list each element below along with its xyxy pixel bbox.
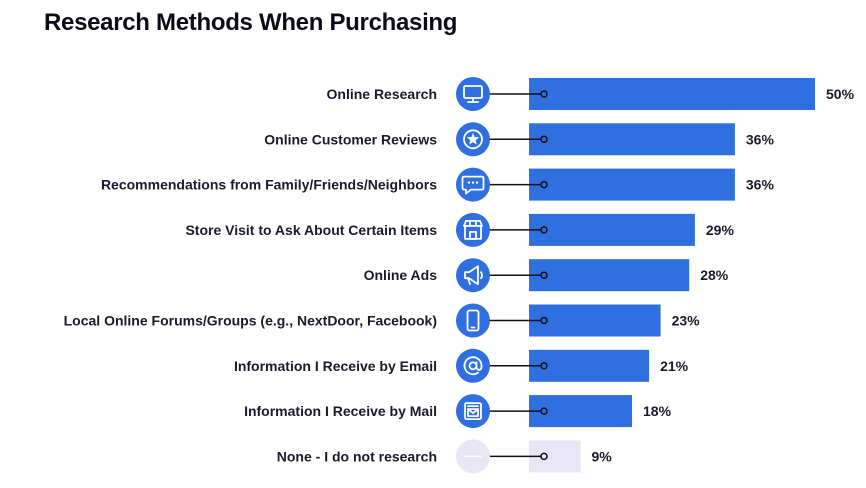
star-icon bbox=[463, 129, 483, 150]
category-label-local-online-forums-groups-e-g-nextdoor-facebook: Local Online Forums/Groups (e.g., NextDo… bbox=[64, 313, 437, 329]
connector-dot bbox=[540, 90, 548, 98]
value-label: 9% bbox=[592, 448, 613, 464]
connector-dot bbox=[540, 271, 548, 279]
value-label: 21% bbox=[660, 358, 689, 374]
connector-dot bbox=[540, 362, 548, 370]
connector-dot bbox=[540, 316, 548, 325]
connector-dot bbox=[540, 180, 548, 189]
icon-badge bbox=[456, 77, 490, 111]
connector-dot bbox=[540, 407, 548, 415]
category-label-online-customer-reviews: Online Customer Reviews bbox=[264, 131, 437, 147]
mailbox-icon bbox=[464, 402, 482, 421]
bar-online-ads bbox=[529, 259, 690, 292]
category-label-information-i-receive-by-email: Information I Receive by Email bbox=[234, 358, 437, 374]
connector-dot bbox=[540, 452, 548, 461]
chat-bubble-icon bbox=[461, 175, 485, 195]
value-label: 50% bbox=[826, 86, 855, 102]
megaphone-icon bbox=[464, 265, 483, 286]
value-label: 36% bbox=[746, 131, 775, 147]
icon-badge bbox=[456, 258, 490, 293]
bar-information-i-receive-by-email bbox=[529, 349, 650, 382]
value-label: 23% bbox=[672, 313, 701, 329]
at-sign-icon bbox=[463, 356, 483, 376]
category-label-information-i-receive-by-mail: Information I Receive by Mail bbox=[244, 403, 437, 419]
category-label-recommendations-from-family-friends-neighbors: Recommendations from Family/Friends/Neig… bbox=[101, 177, 437, 193]
connector-dot bbox=[540, 226, 548, 234]
monitor-icon bbox=[463, 85, 483, 103]
icon-badge bbox=[456, 394, 490, 429]
bar-local-online-forums-groups-e-g-nextdoor-facebook bbox=[529, 304, 661, 337]
chart-title: Research Methods When Purchasing bbox=[44, 9, 458, 36]
category-label-store-visit-to-ask-about-certain-items: Store Visit to Ask About Certain Items bbox=[185, 222, 437, 238]
icon-badge bbox=[456, 167, 490, 202]
smartphone-icon bbox=[466, 309, 480, 332]
category-label-none-i-do-not-research: None - I do not research bbox=[277, 448, 437, 464]
icon-badge bbox=[456, 303, 490, 338]
icon-badge bbox=[456, 212, 490, 247]
value-label: 18% bbox=[643, 403, 672, 419]
value-label: 36% bbox=[746, 177, 775, 193]
storefront-icon bbox=[463, 219, 483, 240]
bar-store-visit-to-ask-about-certain-items bbox=[529, 213, 695, 246]
bar-online-research bbox=[529, 78, 815, 110]
category-label-online-research: Online Research bbox=[327, 86, 438, 102]
bar-recommendations-from-family-friends-neighbors bbox=[529, 168, 735, 201]
connector-dot bbox=[540, 135, 548, 144]
category-label-online-ads: Online Ads bbox=[364, 267, 438, 283]
icon-badge bbox=[456, 348, 490, 383]
value-label: 28% bbox=[700, 267, 729, 283]
value-label: 29% bbox=[706, 222, 735, 238]
bar-online-customer-reviews bbox=[529, 123, 735, 156]
